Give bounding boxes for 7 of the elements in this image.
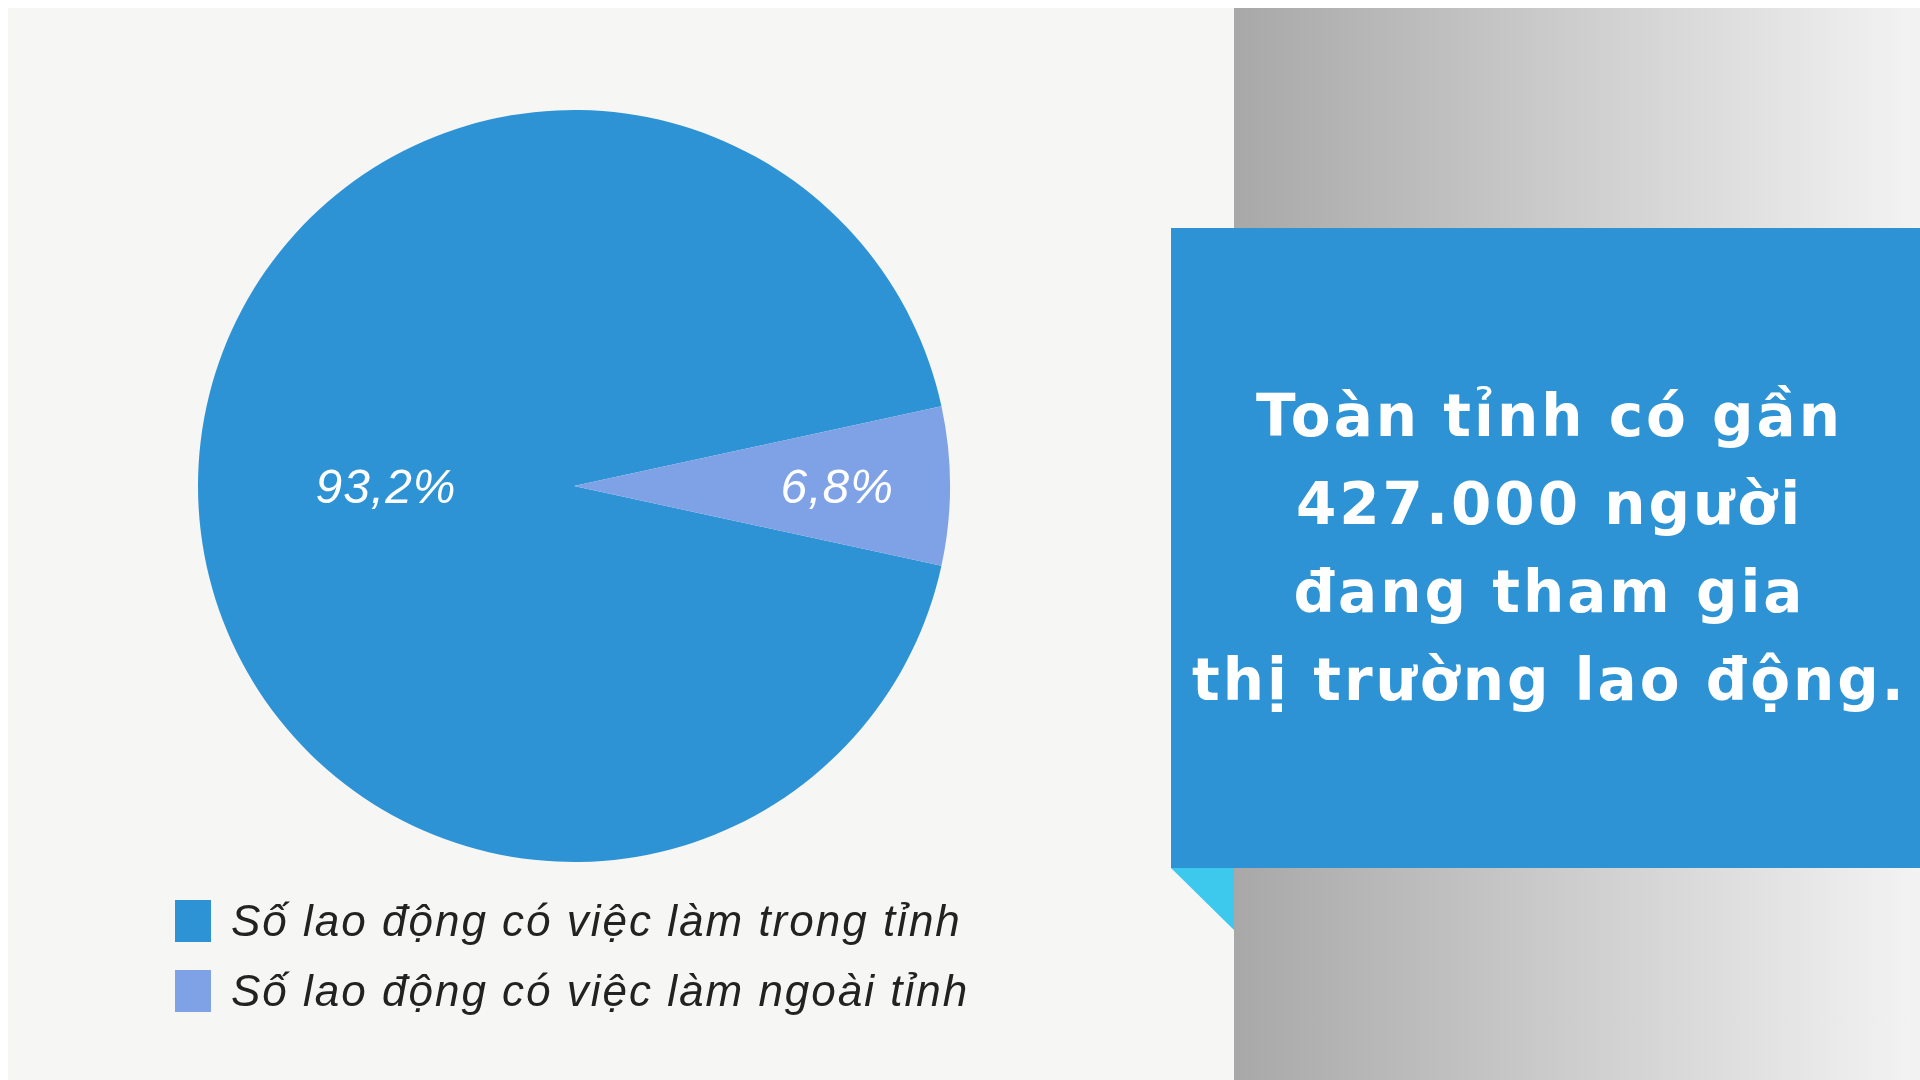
text: Toàn tỉnh có gần 427.000 người đang tham gia thị trường lao động. — [1192, 381, 1907, 716]
pie-slice — [574, 406, 950, 566]
pie-slice — [198, 110, 942, 862]
data-label: 6,8% — [780, 459, 894, 513]
data-label: 93,2% — [315, 459, 457, 513]
legend-label: Số lao động có việc làm trong tỉnh — [231, 896, 962, 946]
legend-label: Số lao động có việc làm ngoài tỉnh — [231, 966, 970, 1016]
